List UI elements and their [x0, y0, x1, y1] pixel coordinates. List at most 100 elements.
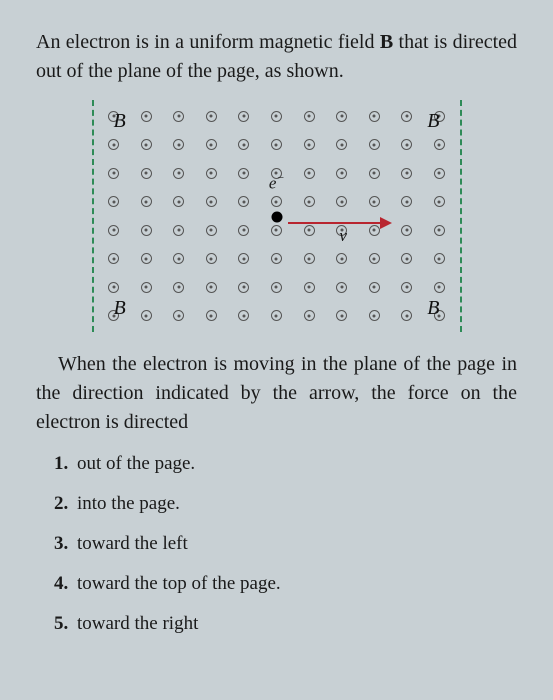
option-number: 5. — [54, 613, 68, 634]
field-dot — [423, 245, 456, 274]
field-dot — [163, 159, 196, 188]
prompt-top-pre: An electron is in a uniform magnetic fie… — [36, 31, 380, 53]
field-dot — [390, 245, 423, 274]
option-text: out of the page. — [77, 453, 195, 474]
field-dot — [195, 273, 228, 302]
field-dot — [358, 245, 391, 274]
field-dot — [390, 131, 423, 160]
field-dot — [130, 273, 163, 302]
field-dot — [163, 188, 196, 217]
field-dot — [390, 216, 423, 245]
prompt-bottom: When the electron is moving in the plane… — [36, 350, 517, 437]
field-dot — [228, 131, 261, 160]
field-dot — [98, 159, 131, 188]
field-dot — [98, 188, 131, 217]
field-dot — [163, 273, 196, 302]
field-dot — [130, 245, 163, 274]
field-dot — [130, 216, 163, 245]
option-2: 2. into the page. — [54, 493, 517, 515]
field-dot — [228, 245, 261, 274]
field-dot — [260, 102, 293, 131]
field-dot — [195, 245, 228, 274]
field-dot — [195, 159, 228, 188]
field-dot — [98, 216, 131, 245]
B-label-top-right: B — [427, 110, 439, 133]
prompt-top: An electron is in a uniform magnetic fie… — [36, 28, 517, 86]
field-dot — [325, 273, 358, 302]
field-dot — [293, 302, 326, 331]
field-dot — [195, 216, 228, 245]
option-number: 3. — [54, 533, 68, 554]
option-3: 3. toward the left — [54, 533, 517, 555]
field-dot — [423, 131, 456, 160]
field-dot — [293, 188, 326, 217]
field-dot — [260, 273, 293, 302]
velocity-vector-arrowhead — [380, 217, 392, 229]
B-label-bottom-right: B — [427, 297, 439, 320]
field-dot — [390, 188, 423, 217]
field-dot — [390, 302, 423, 331]
field-dot — [390, 273, 423, 302]
field-dot — [228, 188, 261, 217]
field-dot — [358, 273, 391, 302]
field-dot — [130, 302, 163, 331]
field-dot — [195, 102, 228, 131]
option-text: into the page. — [77, 493, 180, 514]
electron-dot — [271, 210, 282, 223]
field-dot — [325, 131, 358, 160]
field-dot — [325, 302, 358, 331]
electron-symbol: e — [269, 174, 277, 193]
field-dot — [163, 131, 196, 160]
field-dot — [358, 159, 391, 188]
field-dot — [358, 188, 391, 217]
field-dot — [325, 102, 358, 131]
field-dot — [325, 245, 358, 274]
velocity-vector-line — [288, 222, 380, 224]
field-dot — [293, 216, 326, 245]
field-dot — [130, 102, 163, 131]
field-dot — [423, 216, 456, 245]
field-dot — [293, 131, 326, 160]
magnetic-field-figure: B B B B e− v — [92, 96, 462, 336]
field-dot — [293, 102, 326, 131]
field-dot — [358, 102, 391, 131]
field-dot — [163, 102, 196, 131]
field-dot — [228, 102, 261, 131]
field-dot — [228, 302, 261, 331]
field-dot — [130, 131, 163, 160]
option-number: 4. — [54, 573, 68, 594]
option-1: 1. out of the page. — [54, 453, 517, 475]
field-dot — [195, 302, 228, 331]
field-dot — [228, 216, 261, 245]
electron-charge: − — [276, 171, 284, 185]
field-dot — [423, 159, 456, 188]
field-dot — [195, 188, 228, 217]
velocity-label: v — [339, 226, 347, 246]
field-dot — [358, 131, 391, 160]
answer-options-list: 1. out of the page. 2. into the page. 3.… — [36, 453, 517, 635]
field-dot — [98, 245, 131, 274]
field-dot — [325, 188, 358, 217]
B-label-bottom-left: B — [114, 297, 126, 320]
field-dot — [325, 159, 358, 188]
field-dot — [293, 273, 326, 302]
option-text: toward the left — [77, 533, 188, 554]
field-dot — [358, 302, 391, 331]
option-text: toward the top of the page. — [77, 573, 281, 594]
option-4: 4. toward the top of the page. — [54, 573, 517, 595]
option-5: 5. toward the right — [54, 613, 517, 635]
field-dot — [390, 159, 423, 188]
field-dot — [260, 131, 293, 160]
field-dot — [98, 131, 131, 160]
field-dot — [130, 159, 163, 188]
field-dot — [293, 245, 326, 274]
field-dot — [423, 188, 456, 217]
field-dot — [293, 159, 326, 188]
electron-label: e− — [269, 171, 284, 194]
physics-problem-page: An electron is in a uniform magnetic fie… — [0, 0, 553, 673]
option-text: toward the right — [77, 613, 198, 634]
field-dot — [260, 245, 293, 274]
field-dot — [228, 273, 261, 302]
field-dot — [390, 102, 423, 131]
field-dot — [195, 131, 228, 160]
